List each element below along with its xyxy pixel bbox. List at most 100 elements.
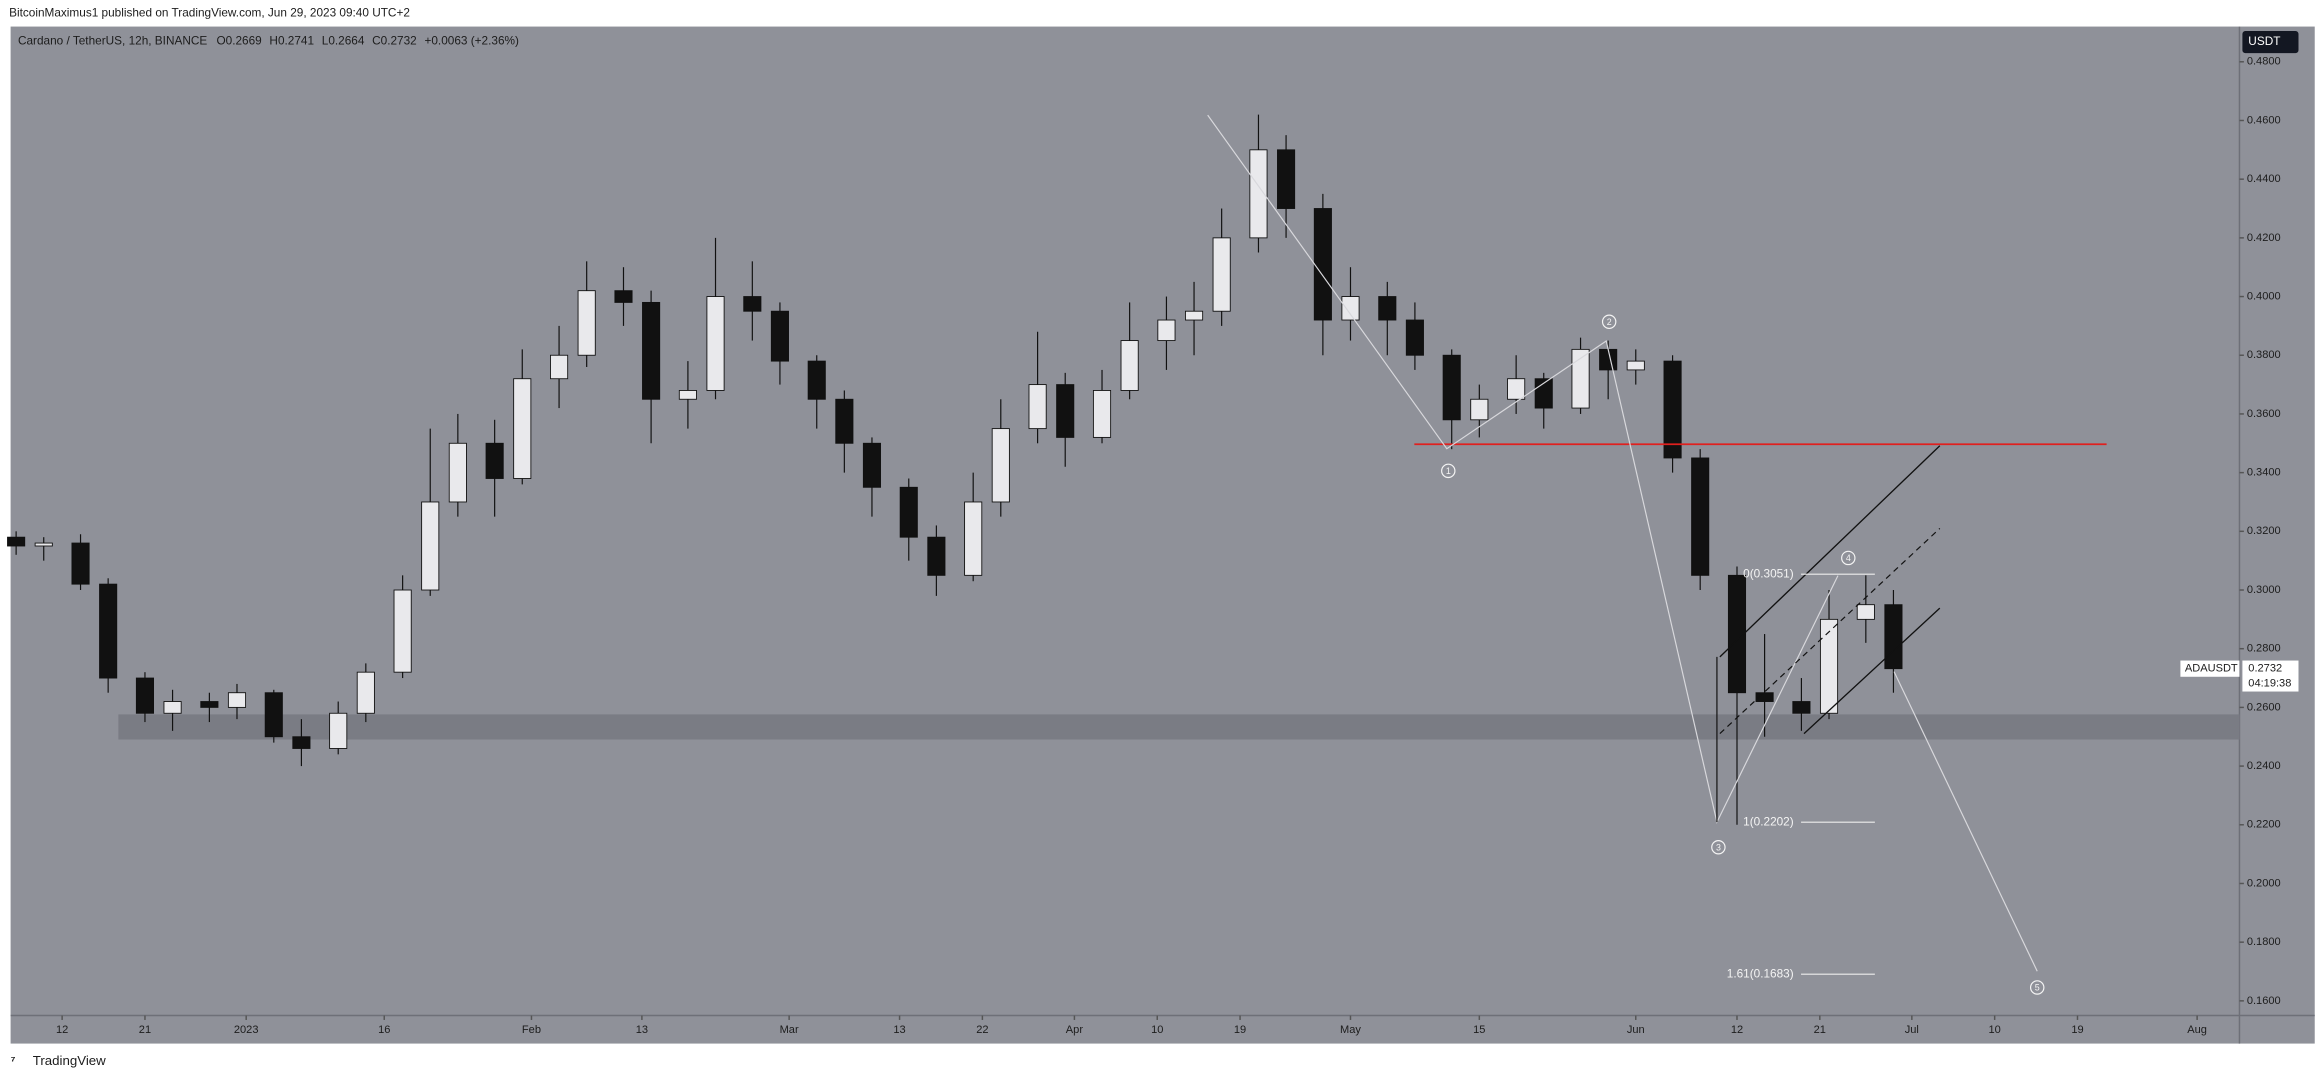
currency: USDT: [2248, 34, 2280, 48]
candle-body: [393, 589, 412, 673]
x-tick-label: Apr: [1066, 1024, 1084, 1036]
wave-label: 2: [1607, 317, 1612, 327]
y-tick-label: 0.4200: [2247, 232, 2281, 244]
candle-body: [1727, 574, 1747, 694]
x-tick-label: 13: [636, 1024, 648, 1036]
candle-body: [329, 712, 348, 749]
y-tick-label: 0.1600: [2247, 995, 2281, 1007]
ohlc-change: +0.0063 (+2.36%): [424, 33, 519, 47]
candle-body: [71, 542, 90, 585]
fib-label: 1(0.2202): [1743, 814, 1794, 828]
channel-midline: [1719, 527, 1941, 735]
channel-line: [1719, 445, 1941, 658]
y-tick-label: 0.2600: [2247, 701, 2281, 713]
wave-circle: [2029, 980, 2045, 995]
channel-line: [1803, 607, 1941, 735]
candle-body: [1184, 310, 1204, 321]
x-tick-label: 10: [1151, 1024, 1163, 1036]
x-tick-label: 22: [976, 1024, 988, 1036]
x-tick-label: 12: [1731, 1024, 1743, 1036]
price-badge: [2242, 660, 2299, 692]
candle-body: [1028, 384, 1047, 430]
candle-body: [485, 442, 504, 479]
candle-body: [964, 501, 983, 576]
candle-body: [1470, 398, 1489, 421]
y-tick-label: 0.2000: [2247, 877, 2281, 889]
chart-title: Cardano / TetherUS, 12h, BINANCE: [18, 33, 207, 47]
wave-label: 4: [1846, 553, 1851, 563]
x-tick-label: 13: [893, 1024, 905, 1036]
y-tick-label: 0.3600: [2247, 408, 2281, 420]
candle-body: [135, 677, 155, 714]
candle-body: [807, 360, 826, 400]
candle-body: [678, 390, 697, 400]
x-tick-label: Jun: [1627, 1024, 1645, 1036]
wave-labels: [1441, 314, 2045, 995]
candle-body: [770, 310, 789, 362]
candle-body: [991, 428, 1010, 503]
candle-body: [1663, 360, 1682, 459]
fib-label: 1.61(0.1683): [1727, 966, 1794, 980]
candle-body: [862, 442, 882, 488]
wave-circle: [1841, 550, 1856, 566]
wave-projection: [1893, 671, 2038, 972]
x-tick-label: 16: [378, 1024, 390, 1036]
last-price: 0.2732: [2248, 663, 2282, 675]
candle-body: [1378, 296, 1397, 321]
candle-body: [1212, 237, 1231, 312]
wave-label: 1: [1446, 466, 1451, 476]
y-tick-label: 0.1800: [2247, 936, 2281, 948]
candle-body: [1819, 618, 1839, 714]
ohlc-key: C: [372, 33, 381, 47]
candle-body: [1120, 340, 1139, 391]
y-tick-label: 0.2400: [2247, 760, 2281, 772]
candle-body: [421, 501, 440, 591]
y-tick-label: 0.4000: [2247, 290, 2281, 302]
x-tick-label: 12: [56, 1024, 68, 1036]
ohlc-key: H: [269, 33, 278, 47]
x-tick-label: 2023: [234, 1024, 259, 1036]
x-tick-label: 10: [1989, 1024, 2001, 1036]
ohlc-value: 0.2664: [328, 33, 365, 47]
x-tick-label: Mar: [780, 1024, 799, 1036]
y-tick-label: 0.4600: [2247, 114, 2281, 126]
candle-body: [614, 290, 633, 303]
candle-body: [1884, 604, 1903, 670]
wave-path: [1207, 114, 1839, 824]
x-tick-label: 15: [1473, 1024, 1485, 1036]
price-axis: [2239, 26, 2315, 1016]
candle-body: [163, 701, 182, 714]
x-tick-label: 19: [2071, 1024, 2083, 1036]
ohlc-value: 0.2732: [381, 33, 417, 47]
x-tick-label: Aug: [2187, 1024, 2207, 1036]
candle-body: [1571, 348, 1590, 409]
candle-body: [200, 701, 219, 708]
candle-body: [706, 296, 725, 391]
brand: TradingView: [33, 1053, 106, 1068]
y-tick-label: 0.2200: [2247, 819, 2281, 831]
y-tick-label: 0.3000: [2247, 584, 2281, 596]
symbol: ADAUSDT: [2185, 663, 2238, 675]
y-tick-label: 0.2800: [2247, 643, 2281, 655]
y-tick-label: 0.3200: [2247, 525, 2281, 537]
candle-body: [34, 542, 53, 547]
currency-badge: [2242, 30, 2299, 54]
y-tick-label: 0.3400: [2247, 467, 2281, 479]
candle-body: [1599, 348, 1618, 371]
candle-body: [1792, 701, 1811, 714]
candle-body: [899, 486, 918, 538]
candle-body: [227, 692, 247, 708]
legend: Cardano / TetherUS, 12h, BINANCE O0.2669…: [18, 33, 519, 47]
candle-body: [577, 290, 596, 356]
candle-body: [1092, 390, 1112, 438]
candle-body: [835, 398, 854, 444]
candle-body: [1755, 692, 1774, 702]
candle-body: [264, 692, 283, 738]
candle-body: [1856, 604, 1875, 620]
candle-body: [513, 378, 532, 479]
candle-body: [743, 296, 762, 312]
x-tick-label: Feb: [522, 1024, 541, 1036]
candle-body: [1341, 296, 1360, 321]
x-tick-label: 19: [1234, 1024, 1246, 1036]
